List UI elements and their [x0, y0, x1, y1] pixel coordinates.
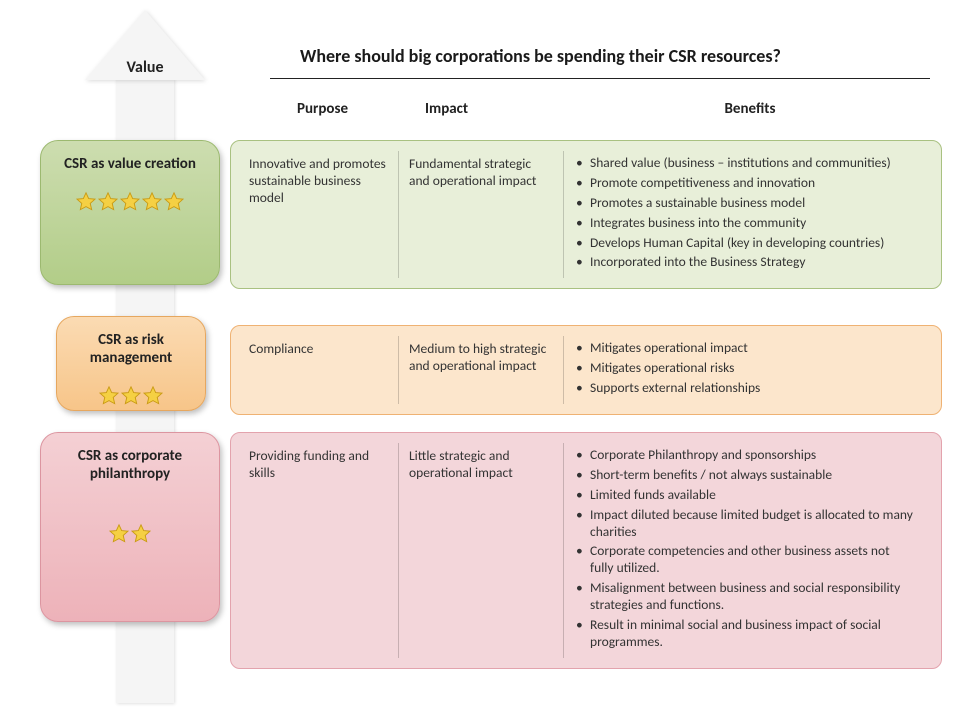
- impact-cell: Fundamental strategic and operational im…: [399, 151, 564, 278]
- purpose-cell: Innovative and promotes sustainable busi…: [239, 151, 399, 278]
- benefit-item: Impact diluted because limited budget is…: [576, 507, 914, 541]
- tier-content-philanthropy: Providing funding and skills Little stra…: [230, 432, 942, 669]
- star-icon: [163, 191, 185, 213]
- tier-content-risk-management: Compliance Medium to high strategic and …: [230, 325, 942, 415]
- star-rating: [67, 385, 195, 412]
- purpose-cell: Compliance: [239, 336, 399, 404]
- benefit-item: Corporate Philanthropy and sponsorships: [576, 447, 914, 464]
- star-icon: [141, 191, 163, 213]
- benefit-item: Corporate competencies and other busines…: [576, 543, 914, 577]
- benefit-item: Integrates business into the community: [576, 215, 914, 232]
- benefit-item: Promote competitiveness and innovation: [576, 175, 914, 192]
- benefit-item: Mitigates operational impact: [576, 340, 914, 357]
- tier-title: CSR as risk management: [67, 331, 195, 367]
- star-rating: [51, 191, 209, 218]
- column-headers: Purpose Impact Benefits: [240, 100, 940, 118]
- col-header-impact: Impact: [405, 100, 570, 118]
- benefit-item: Short-term benefits / not always sustain…: [576, 467, 914, 484]
- star-icon: [97, 191, 119, 213]
- benefit-item: Incorporated into the Business Strategy: [576, 254, 914, 271]
- star-icon: [108, 523, 130, 545]
- benefits-cell: Corporate Philanthropy and sponsorships S…: [564, 443, 924, 658]
- benefit-item: Misalignment between business and social…: [576, 580, 914, 614]
- benefit-item: Limited funds available: [576, 487, 914, 504]
- benefit-item: Promotes a sustainable business model: [576, 195, 914, 212]
- benefits-cell: Mitigates operational impact Mitigates op…: [564, 336, 924, 404]
- star-icon: [120, 385, 142, 407]
- purpose-cell: Providing funding and skills: [239, 443, 399, 658]
- star-icon: [119, 191, 141, 213]
- col-header-purpose: Purpose: [240, 100, 405, 118]
- tier-card-value-creation: CSR as value creation: [40, 140, 220, 285]
- star-rating: [51, 523, 209, 550]
- benefit-item: Result in minimal social and business im…: [576, 617, 914, 651]
- impact-cell: Medium to high strategic and operational…: [399, 336, 564, 404]
- benefit-item: Shared value (business – institutions an…: [576, 155, 914, 172]
- tier-title: CSR as corporate philanthropy: [51, 447, 209, 483]
- benefits-cell: Shared value (business – institutions an…: [564, 151, 924, 278]
- star-icon: [98, 385, 120, 407]
- star-icon: [75, 191, 97, 213]
- col-header-benefits: Benefits: [570, 100, 930, 118]
- main-title: Where should big corporations be spendin…: [300, 45, 781, 67]
- benefit-item: Mitigates operational risks: [576, 360, 914, 377]
- tier-title: CSR as value creation: [51, 155, 209, 173]
- tier-card-risk-management: CSR as risk management: [56, 316, 206, 411]
- tier-card-philanthropy: CSR as corporate philanthropy: [40, 432, 220, 622]
- star-icon: [142, 385, 164, 407]
- title-underline: [270, 78, 930, 79]
- benefit-item: Develops Human Capital (key in developin…: [576, 235, 914, 252]
- benefit-item: Supports external relationships: [576, 380, 914, 397]
- tier-content-value-creation: Innovative and promotes sustainable busi…: [230, 140, 942, 289]
- star-icon: [130, 523, 152, 545]
- impact-cell: Little strategic and operational impact: [399, 443, 564, 658]
- arrow-label: Value: [126, 58, 163, 77]
